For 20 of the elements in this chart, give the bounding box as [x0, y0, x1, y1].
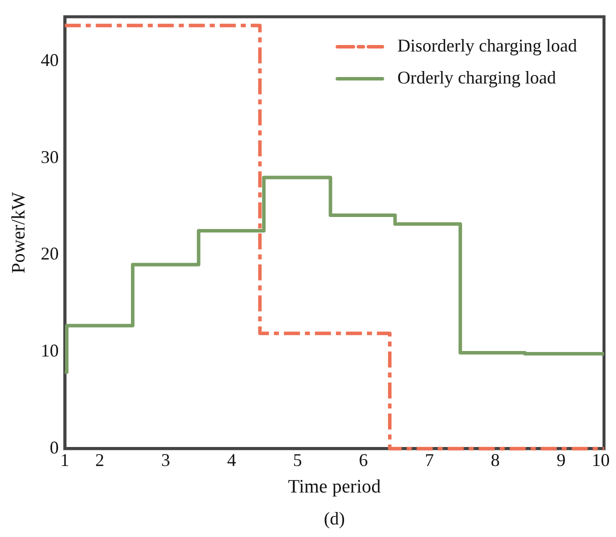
- x-tick-label: 4: [227, 450, 236, 470]
- text: (d): [324, 508, 345, 529]
- x-tick-label: 3: [161, 450, 170, 470]
- x-tick-label: 7: [424, 450, 434, 470]
- y-axis-title: Power/kW: [8, 192, 30, 274]
- x-tick-label: 6: [358, 450, 368, 470]
- x-tick-label: 2: [95, 450, 104, 470]
- x-tick-label: 9: [556, 450, 566, 470]
- legend-label: Disorderly charging load: [397, 36, 578, 56]
- y-tick-label: 30: [40, 146, 59, 167]
- x-axis-title: Time period: [288, 476, 382, 498]
- x-tick-label: 10: [592, 450, 610, 470]
- y-tick-label: 20: [40, 244, 59, 264]
- x-tick-label: 8: [490, 450, 500, 470]
- y-tick-label: 0: [50, 437, 59, 458]
- legend-label: Orderly charging load: [397, 68, 556, 88]
- y-tick-label: 10: [40, 340, 59, 361]
- x-tick-label: 5: [292, 450, 302, 470]
- y-tick-label: 40: [40, 50, 59, 70]
- x-tick-label: 1: [60, 450, 70, 470]
